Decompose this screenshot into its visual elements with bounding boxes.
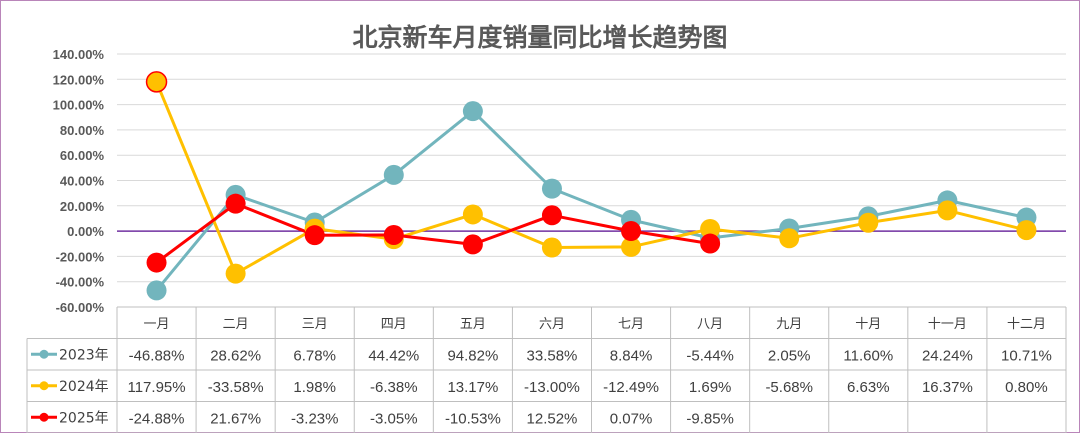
series-point-0 [146, 280, 167, 301]
series-point-1 [1016, 220, 1037, 241]
data-label: 33.58% [527, 347, 578, 364]
category-label: 一月 [144, 317, 170, 332]
data-label: 117.95% [127, 379, 185, 396]
data-label: 10.71% [1001, 347, 1052, 364]
data-label: -3.05% [370, 410, 418, 427]
category-label: 十二月 [1007, 317, 1046, 332]
legend-marker-1 [39, 381, 49, 391]
series-point-0 [541, 178, 562, 199]
data-label: 44.42% [368, 347, 419, 364]
data-label: -5.68% [765, 379, 813, 396]
series-point-1 [700, 218, 721, 239]
series-point-2 [146, 252, 167, 273]
data-label: 1.69% [689, 379, 732, 396]
data-label: 21.67% [210, 410, 261, 427]
y-tick-label: 20.00% [60, 199, 105, 214]
series-point-2 [541, 205, 562, 226]
data-label: 1.98% [293, 379, 336, 396]
data-label: -6.38% [370, 379, 418, 396]
y-tick-label: -20.00% [56, 249, 105, 264]
y-tick-label: 120.00% [53, 72, 105, 87]
series-point-1 [462, 204, 483, 225]
legend-marker-2 [39, 412, 49, 422]
data-label: 0.80% [1005, 379, 1048, 396]
category-label: 五月 [460, 317, 486, 332]
data-label: 24.24% [922, 347, 973, 364]
category-label: 八月 [697, 317, 723, 332]
data-label: -10.53% [445, 410, 501, 427]
data-label: 6.63% [847, 379, 890, 396]
data-label: -3.23% [291, 410, 339, 427]
category-label: 六月 [539, 317, 565, 332]
y-tick-label: 80.00% [60, 123, 105, 138]
y-tick-label: -60.00% [56, 300, 105, 315]
y-tick-label: 140.00% [53, 47, 105, 62]
category-label: 三月 [302, 317, 328, 332]
y-tick-label: 40.00% [60, 174, 105, 189]
data-label: 8.84% [610, 347, 653, 364]
data-label: 28.62% [210, 347, 261, 364]
data-label: -12.49% [603, 379, 659, 396]
y-tick-label: 60.00% [60, 148, 105, 163]
series-point-1 [858, 212, 879, 233]
data-label: 2.05% [768, 347, 811, 364]
data-label: -9.85% [686, 410, 734, 427]
series-point-1 [225, 263, 246, 284]
series-point-0 [462, 101, 483, 122]
legend-label: 2023年 [59, 347, 109, 363]
series-point-1 [541, 237, 562, 258]
series-point-1 [621, 236, 642, 257]
series-point-2 [700, 233, 721, 254]
category-label: 二月 [223, 317, 249, 332]
chart-title: 北京新车月度销量同比增长趋势图 [352, 23, 728, 52]
series-point-2 [304, 225, 325, 246]
series-line-0 [155, 109, 1027, 292]
data-label: -13.00% [524, 379, 580, 396]
y-tick-label: 0.00% [67, 224, 104, 239]
series-point-2 [383, 224, 404, 245]
series-line-2 [155, 202, 711, 264]
data-label: -33.58% [208, 379, 264, 396]
series-point-1 [779, 228, 800, 249]
data-label: 94.82% [447, 347, 498, 364]
legend-label: 2025年 [59, 410, 109, 426]
y-tick-label: 100.00% [53, 98, 105, 113]
category-label: 九月 [776, 317, 802, 332]
data-label: -46.88% [129, 347, 185, 364]
data-label: 11.60% [843, 347, 893, 364]
data-label: 13.17% [447, 379, 498, 396]
series-point-0 [383, 164, 404, 185]
data-label: 16.37% [922, 379, 973, 396]
legend-label: 2024年 [59, 379, 109, 395]
legend-marker-0 [39, 349, 49, 359]
series-line-1 [155, 81, 1027, 276]
category-label: 四月 [381, 317, 407, 332]
series-point-1 [937, 200, 958, 221]
category-label: 十一月 [928, 317, 967, 332]
data-label: 12.52% [527, 410, 578, 427]
series-point-1 [145, 71, 168, 93]
data-label: 6.78% [293, 347, 336, 364]
category-label: 七月 [618, 317, 644, 332]
series-point-2 [621, 221, 642, 242]
data-label: -24.88% [129, 410, 185, 427]
data-label: -5.44% [686, 347, 734, 364]
category-label: 十月 [855, 317, 881, 332]
y-tick-label: -40.00% [56, 275, 105, 290]
data-label: 0.07% [610, 410, 653, 427]
series-point-2 [462, 234, 483, 255]
series-point-2 [225, 193, 246, 214]
